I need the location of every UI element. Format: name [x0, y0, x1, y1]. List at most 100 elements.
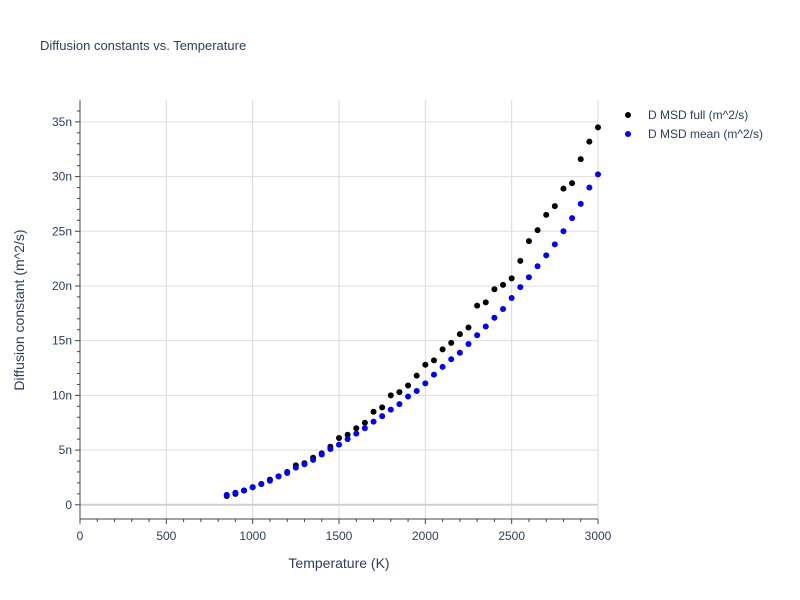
point-d-msd-mean[interactable]	[396, 401, 403, 408]
point-d-msd-full[interactable]	[534, 227, 541, 234]
point-d-msd-full[interactable]	[422, 361, 429, 368]
point-d-msd-mean[interactable]	[456, 349, 463, 356]
point-d-msd-mean[interactable]	[301, 461, 308, 468]
y-tick-label: 15n	[52, 334, 72, 348]
x-tick-label: 2000	[412, 529, 439, 543]
point-d-msd-mean[interactable]	[500, 305, 507, 312]
point-d-msd-full[interactable]	[525, 238, 532, 245]
point-d-msd-mean[interactable]	[422, 380, 429, 387]
point-d-msd-mean[interactable]	[577, 200, 584, 207]
point-d-msd-full[interactable]	[465, 324, 472, 331]
point-d-msd-mean[interactable]	[284, 470, 291, 477]
legend-marker	[625, 112, 631, 118]
point-d-msd-mean[interactable]	[379, 413, 386, 420]
point-d-msd-mean[interactable]	[310, 456, 317, 463]
point-d-msd-full[interactable]	[344, 431, 351, 438]
point-d-msd-mean[interactable]	[525, 274, 532, 281]
grid	[80, 100, 599, 519]
point-d-msd-mean[interactable]	[336, 441, 342, 448]
point-d-msd-mean[interactable]	[344, 436, 351, 443]
chart-title: Diffusion constants vs. Temperature	[40, 38, 246, 53]
legend-item[interactable]: D MSD mean (m^2/s)	[625, 127, 763, 141]
y-tick-label: 35n	[52, 115, 72, 129]
point-d-msd-full[interactable]	[482, 299, 489, 306]
point-d-msd-full[interactable]	[430, 357, 437, 364]
point-d-msd-mean[interactable]	[241, 487, 248, 494]
point-d-msd-full[interactable]	[500, 281, 507, 288]
axes: 0 500 1000 1500 2000 2500 3000 0 5n 10n 15n 20n 25n 3…	[52, 100, 612, 543]
point-d-msd-mean[interactable]	[474, 332, 481, 339]
point-d-msd-mean[interactable]	[292, 464, 299, 471]
legend[interactable]: D MSD full (m^2/s) D MSD mean (m^2/s)	[625, 108, 763, 141]
point-d-msd-full[interactable]	[543, 211, 550, 218]
point-d-msd-full[interactable]	[387, 392, 394, 399]
point-d-msd-mean[interactable]	[430, 371, 437, 378]
point-d-msd-mean[interactable]	[405, 393, 412, 400]
point-d-msd-full[interactable]	[379, 404, 386, 411]
point-d-msd-full[interactable]	[405, 382, 412, 389]
legend-marker	[625, 131, 631, 137]
point-d-msd-mean[interactable]	[318, 451, 325, 458]
y-tick-label: 0	[65, 498, 72, 512]
point-d-msd-full[interactable]	[456, 331, 463, 338]
y-tick-label: 20n	[52, 279, 72, 293]
point-d-msd-full[interactable]	[586, 138, 593, 145]
x-tick-label: 1000	[239, 529, 266, 543]
point-d-msd-full[interactable]	[569, 180, 576, 187]
point-d-msd-full[interactable]	[491, 286, 498, 293]
point-d-msd-full[interactable]	[448, 339, 455, 346]
point-d-msd-mean[interactable]	[266, 477, 273, 484]
point-d-msd-mean[interactable]	[361, 425, 368, 432]
point-d-msd-full[interactable]	[551, 203, 558, 210]
point-d-msd-full[interactable]	[439, 346, 446, 353]
point-d-msd-mean[interactable]	[482, 323, 489, 330]
point-d-msd-full[interactable]	[517, 257, 524, 264]
legend-label: D MSD mean (m^2/s)	[648, 127, 763, 141]
x-tick-label: 500	[156, 529, 176, 543]
point-d-msd-full[interactable]	[353, 425, 360, 432]
point-d-msd-mean[interactable]	[258, 480, 265, 487]
point-d-msd-mean[interactable]	[275, 473, 282, 480]
point-d-msd-mean[interactable]	[551, 241, 558, 248]
point-d-msd-mean[interactable]	[517, 284, 524, 291]
point-d-msd-full[interactable]	[361, 419, 368, 426]
point-d-msd-mean[interactable]	[439, 363, 446, 370]
x-tick-label: 2500	[498, 529, 525, 543]
legend-item[interactable]: D MSD full (m^2/s)	[625, 108, 748, 122]
point-d-msd-full[interactable]	[370, 408, 377, 415]
point-d-msd-mean[interactable]	[534, 263, 541, 270]
point-d-msd-full[interactable]	[413, 372, 420, 379]
y-axis-title: Diffusion constant (m^2/s)	[11, 229, 27, 390]
point-d-msd-mean[interactable]	[223, 491, 230, 498]
point-d-msd-full[interactable]	[560, 185, 567, 192]
point-d-msd-mean[interactable]	[249, 484, 256, 491]
point-d-msd-mean[interactable]	[465, 340, 472, 347]
point-d-msd-mean[interactable]	[595, 171, 601, 178]
point-d-msd-mean[interactable]	[508, 295, 515, 302]
point-d-msd-mean[interactable]	[387, 406, 394, 413]
y-tick-label: 25n	[52, 224, 72, 238]
point-d-msd-mean[interactable]	[586, 184, 593, 191]
point-d-msd-mean[interactable]	[327, 445, 334, 452]
point-d-msd-mean[interactable]	[543, 252, 550, 259]
point-d-msd-mean[interactable]	[370, 418, 377, 425]
point-d-msd-full[interactable]	[396, 389, 403, 396]
point-d-msd-mean[interactable]	[413, 388, 420, 395]
point-d-msd-full[interactable]	[336, 435, 342, 442]
point-d-msd-mean[interactable]	[448, 356, 455, 363]
point-d-msd-mean[interactable]	[353, 430, 360, 437]
point-d-msd-full[interactable]	[474, 302, 481, 309]
point-d-msd-mean[interactable]	[560, 228, 567, 235]
x-tick-label: 0	[77, 529, 84, 543]
y-tick-label: 5n	[59, 443, 72, 457]
point-d-msd-full[interactable]	[508, 275, 515, 282]
x-tick-label: 1500	[326, 529, 353, 543]
point-d-msd-full[interactable]	[577, 156, 584, 163]
y-tick-label: 10n	[52, 388, 72, 402]
point-d-msd-mean[interactable]	[569, 215, 576, 222]
point-d-msd-full[interactable]	[595, 124, 601, 131]
x-axis-title: Temperature (K)	[288, 555, 389, 571]
y-tick-label: 30n	[52, 170, 72, 184]
point-d-msd-mean[interactable]	[232, 489, 239, 496]
point-d-msd-mean[interactable]	[491, 314, 498, 321]
